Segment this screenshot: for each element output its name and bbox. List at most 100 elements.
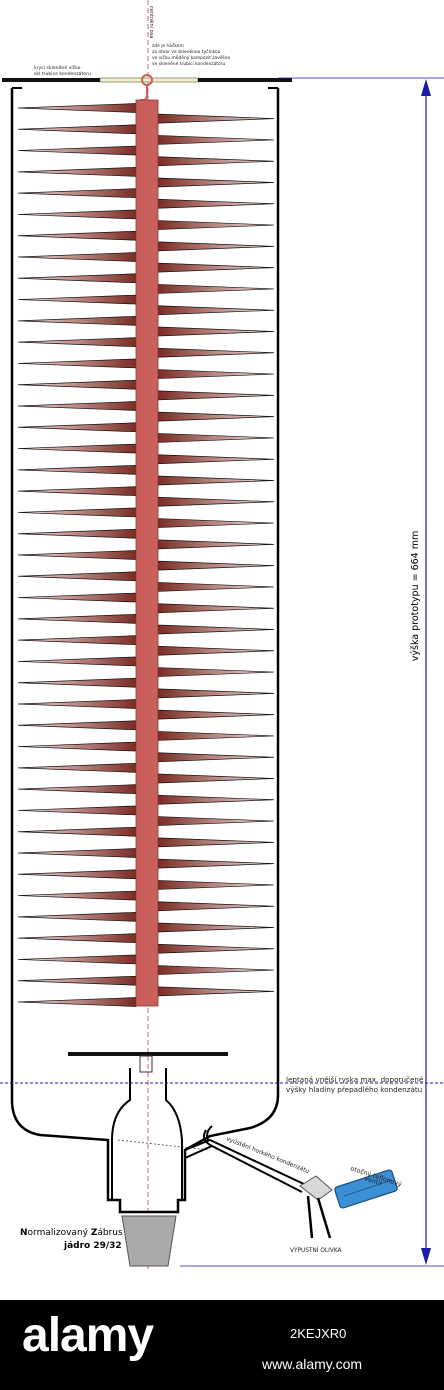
fin-left (17, 656, 137, 667)
fin-left (17, 975, 137, 986)
fin-left (17, 613, 137, 624)
site-url: www.alamy.com (262, 1356, 363, 1372)
fin-left (17, 592, 137, 603)
outlet-tube (184, 1125, 307, 1193)
fin-left (17, 699, 137, 709)
hook-note-1: zde je háčkem (152, 42, 184, 49)
fin-right (157, 816, 275, 826)
fin-right (157, 475, 275, 486)
fin-right (157, 518, 275, 528)
fin-right (157, 773, 275, 784)
fin-left (17, 124, 137, 135)
ground-joint (121, 1215, 177, 1267)
fin-right (157, 347, 275, 358)
fin-left (17, 252, 137, 262)
fin-right (157, 731, 275, 741)
fin-right (157, 539, 275, 550)
level-note-1: leptaná vnější ryska max. doporučené (286, 1075, 424, 1084)
fin-left (17, 550, 137, 560)
fin-right (157, 901, 275, 912)
fin-right (157, 709, 275, 720)
dimension-arrow-bottom (421, 1248, 431, 1265)
fin-left (17, 954, 137, 965)
support-plate (68, 1052, 228, 1056)
fin-left (17, 315, 137, 326)
cover-lid-left (2, 78, 100, 82)
hook-note-4: ve skleněné trubici kondenzátoru (152, 60, 225, 67)
fin-left (17, 933, 137, 944)
level-note-2: výšky hladiny přepadlého kondenzátu (286, 1085, 422, 1094)
fin-right (157, 603, 275, 614)
alamy-logo: alamy (22, 1309, 154, 1362)
cover-lid-glass (99, 77, 199, 83)
fin-right (157, 582, 275, 592)
fin-right (157, 752, 275, 763)
fin-left (17, 464, 137, 475)
fin-left (17, 358, 137, 369)
fin-right (157, 390, 275, 401)
fin-left (17, 869, 137, 880)
fin-right (157, 369, 275, 379)
outlet-note: vyústění horkého kondenzátu (225, 1135, 310, 1175)
fin-left (17, 635, 137, 646)
fin-right (157, 965, 275, 975)
inner-neck (111, 1068, 183, 1200)
fin-right (157, 177, 275, 188)
fin-left (17, 571, 137, 582)
fin-right (157, 433, 275, 443)
joint-label-2: jádro 29/32 (63, 1241, 122, 1251)
hook-wire (140, 85, 148, 101)
fin-right (157, 688, 275, 699)
fin-left (17, 741, 137, 752)
fin-left (17, 528, 137, 539)
fin-right (157, 922, 275, 933)
fin-right (157, 943, 275, 954)
fin-right (157, 837, 275, 848)
fin-left (17, 294, 137, 305)
fin-left (17, 720, 137, 731)
condenser-glass-body (10, 88, 280, 1214)
fin-right (157, 241, 275, 252)
fin-left (17, 401, 137, 411)
fin-left (17, 507, 137, 518)
central-axis-label: centrální osa (148, 6, 155, 38)
fin-left (17, 762, 137, 773)
fin-right (157, 496, 275, 507)
fin-right (157, 645, 275, 656)
fin-left (17, 337, 137, 348)
fin-left (17, 805, 137, 816)
fin-left (17, 486, 137, 497)
outlet-dotted (117, 1139, 211, 1151)
fin-right (157, 135, 275, 145)
dimension-arrow-top (421, 79, 431, 96)
fin-right (157, 198, 275, 209)
valve-tip (299, 1175, 333, 1201)
image-id: 2KEJXR0 (290, 1326, 347, 1341)
fin-left (17, 273, 137, 284)
fin-left (17, 166, 137, 177)
fin-left (17, 848, 137, 858)
fin-right (157, 454, 275, 465)
hook-note-3: ve víčku měděný kompozit zavěšen (152, 54, 231, 61)
drain-olive (306, 1195, 332, 1239)
condenser-diagram: centrální osa krycí skleněné víčko skl.t… (0, 0, 444, 1270)
copper-rod (135, 99, 159, 1007)
fin-left (17, 103, 137, 113)
fin-left (17, 911, 137, 922)
watermark-bar: alamy 2KEJXR0 www.alamy.com (0, 1300, 444, 1390)
cover-note-2: skl.trubice kondenzátoru (34, 70, 91, 77)
fin-left (17, 784, 137, 795)
fin-right (157, 262, 275, 273)
fin-left (17, 379, 137, 390)
rod-foot (139, 1055, 153, 1073)
fin-right (157, 986, 275, 997)
valve-groove (343, 1179, 393, 1197)
fin-right (157, 667, 275, 677)
fin-right (157, 411, 275, 422)
fin-left (17, 422, 137, 433)
fin-right (157, 880, 275, 890)
fin-left (17, 209, 137, 220)
fin-right (157, 305, 275, 316)
joint-label-1: Normalizovaný Zábrus (20, 1228, 123, 1238)
fin-right (157, 156, 275, 167)
